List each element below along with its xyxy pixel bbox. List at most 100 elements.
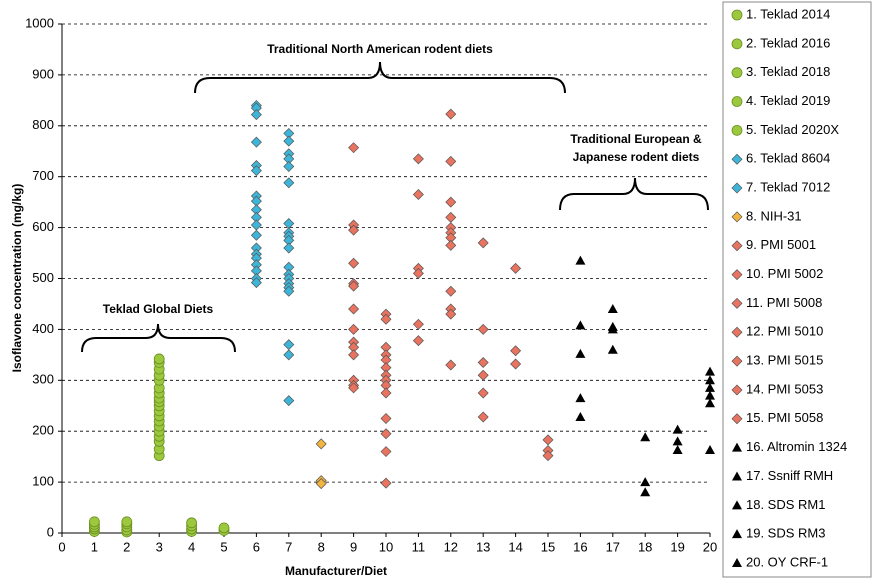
legend-label: 18. SDS RM1 — [746, 497, 825, 512]
legend-label: 7. Teklad 7012 — [746, 179, 830, 194]
marker — [283, 285, 295, 297]
legend-marker — [731, 384, 743, 396]
legend-marker — [731, 182, 743, 194]
legend-marker — [731, 9, 743, 21]
legend-marker — [731, 269, 743, 281]
marker — [348, 280, 360, 292]
x-tick-label: 4 — [188, 539, 195, 554]
marker — [283, 177, 295, 189]
x-tick-label: 2 — [123, 539, 130, 554]
marker — [412, 189, 424, 201]
x-tick-label: 1 — [91, 539, 98, 554]
marker — [380, 428, 392, 440]
legend-label: 9. PMI 5001 — [746, 237, 816, 252]
legend-label: 16. Altromin 1324 — [746, 439, 847, 454]
marker — [412, 318, 424, 330]
legend-label: 11. PMI 5008 — [746, 295, 822, 310]
x-tick-label: 18 — [638, 539, 652, 554]
marker — [445, 239, 457, 251]
bracket — [559, 177, 709, 211]
marker — [283, 339, 295, 351]
marker — [250, 136, 262, 148]
legend-marker — [732, 558, 742, 567]
x-tick-label: 20 — [703, 539, 717, 554]
legend-marker — [732, 500, 742, 510]
marker — [380, 446, 392, 458]
marker — [445, 211, 457, 223]
marker — [412, 153, 424, 165]
marker — [250, 277, 262, 289]
marker — [348, 382, 360, 394]
marker — [89, 516, 100, 528]
x-tick-label: 14 — [508, 539, 522, 554]
marker — [575, 411, 586, 421]
legend-marker — [731, 297, 743, 309]
marker — [315, 438, 327, 450]
legend-box — [722, 1, 872, 578]
marker — [283, 242, 295, 254]
marker — [412, 335, 424, 347]
bracket — [194, 61, 566, 94]
x-tick-label: 16 — [573, 539, 587, 554]
marker — [542, 434, 554, 446]
marker — [510, 262, 522, 274]
y-tick-label: 100 — [32, 474, 54, 489]
annotation: Japanese rodent diets — [573, 150, 700, 164]
marker — [445, 108, 457, 120]
legend-marker — [731, 211, 743, 223]
marker — [348, 224, 360, 236]
annotation: Traditional North American rodent diets — [267, 42, 493, 56]
marker — [477, 387, 489, 399]
marker — [121, 516, 133, 528]
marker — [348, 349, 360, 361]
marker — [348, 323, 360, 335]
x-axis-label: Manufacturer/Diet — [285, 564, 387, 578]
legend-label: 1. Teklad 2014 — [746, 6, 830, 21]
legend-marker — [731, 153, 743, 165]
marker — [283, 135, 295, 147]
legend-marker — [731, 96, 743, 107]
annotation: Teklad Global Diets — [103, 302, 214, 316]
marker — [510, 358, 522, 370]
marker — [348, 303, 360, 315]
marker — [705, 398, 715, 408]
x-tick-label: 13 — [476, 539, 490, 554]
marker — [705, 366, 715, 376]
legend-marker — [731, 67, 743, 79]
marker — [705, 375, 715, 385]
marker — [640, 432, 651, 442]
marker — [705, 390, 715, 400]
y-tick-label: 800 — [32, 117, 54, 132]
marker — [283, 395, 295, 407]
legend-label: 17. Ssniff RMH — [746, 468, 833, 483]
legend-label: 15. PMI 5058 — [746, 410, 823, 425]
legend-marker — [731, 124, 743, 136]
legend-label: 20. OY CRF-1 — [746, 554, 828, 569]
marker — [607, 304, 618, 314]
legend-label: 19. SDS RM3 — [746, 526, 825, 541]
marker — [477, 411, 489, 423]
legend-label: 12. PMI 5010 — [746, 324, 823, 339]
marker — [575, 348, 586, 358]
legend-label: 13. PMI 5015 — [746, 353, 823, 368]
x-tick-label: 8 — [318, 539, 325, 554]
marker — [445, 359, 457, 371]
marker — [250, 165, 262, 177]
marker — [348, 257, 360, 269]
marker — [705, 382, 715, 392]
x-tick-label: 3 — [156, 539, 163, 554]
marker — [380, 313, 392, 325]
y-tick-label: 700 — [32, 168, 54, 183]
y-tick-label: 900 — [32, 66, 54, 81]
x-tick-label: 19 — [670, 539, 684, 554]
x-tick-label: 10 — [379, 539, 393, 554]
legend-marker — [731, 355, 743, 367]
marker — [283, 218, 295, 230]
bracket — [81, 323, 236, 353]
x-tick-label: 5 — [220, 539, 227, 554]
marker — [477, 237, 489, 249]
marker — [445, 285, 457, 297]
marker — [607, 324, 618, 334]
legend-label: 4. Teklad 2019 — [746, 93, 830, 108]
